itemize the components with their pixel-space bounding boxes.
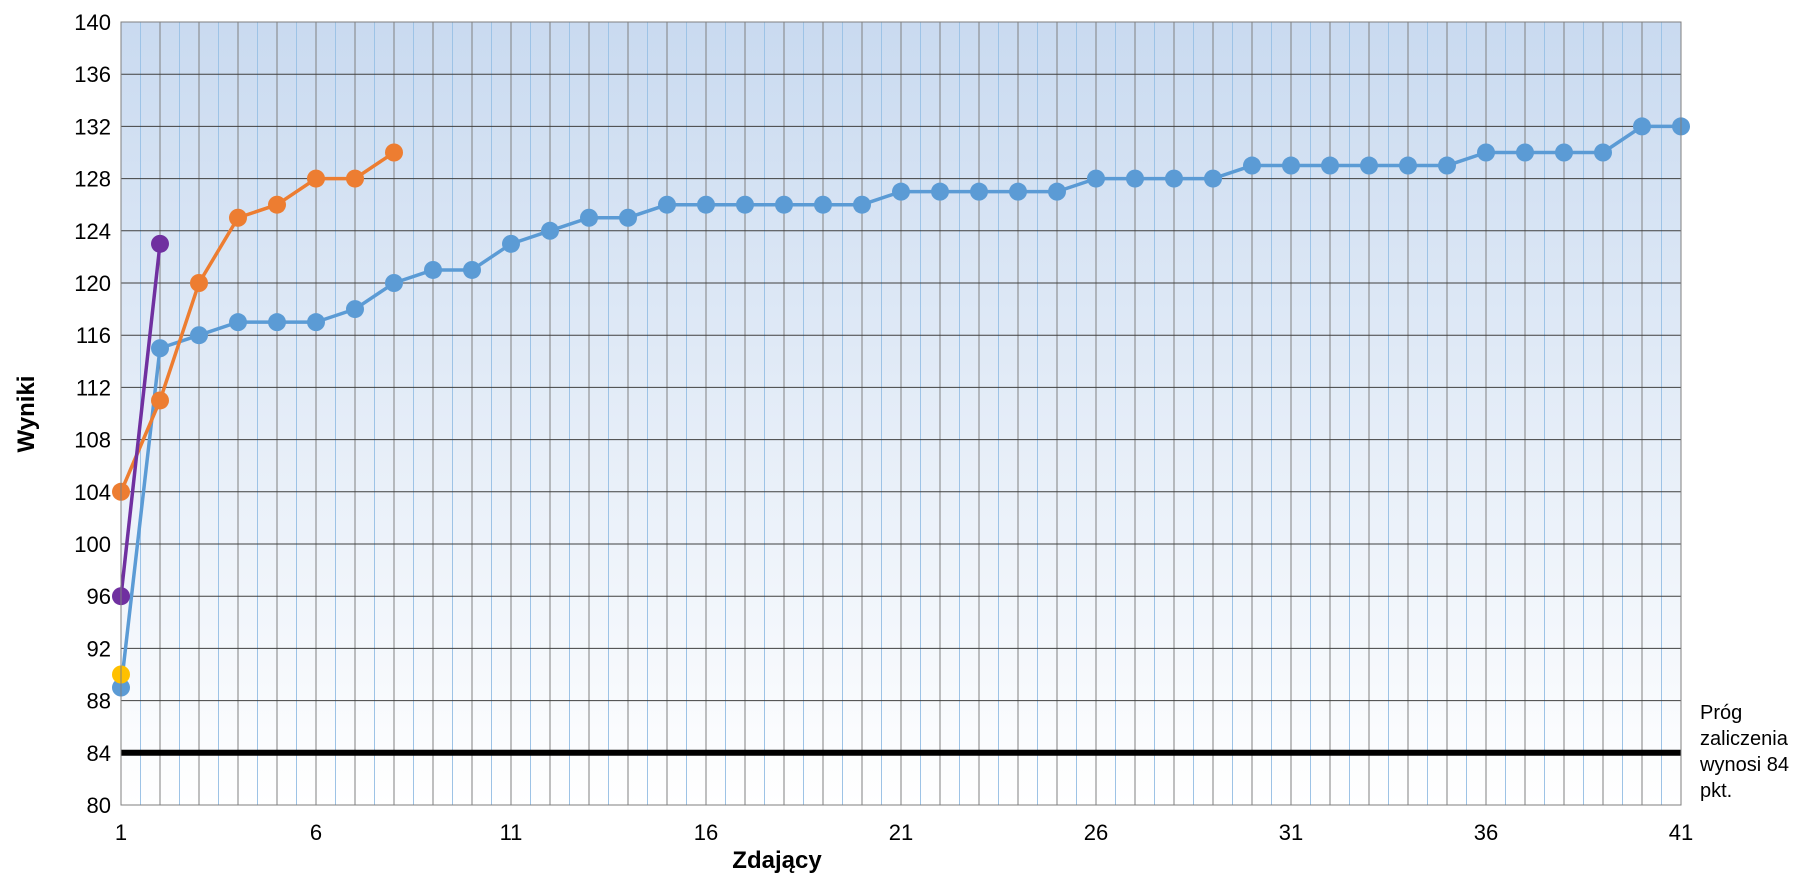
y-tick-label: 96 [87,584,111,609]
x-tick-label: 16 [694,820,718,845]
x-tick-label: 26 [1084,820,1108,845]
series-1-point [580,208,598,227]
series-1-point [385,274,403,292]
series-2-point [385,143,403,162]
y-tick-label: 100 [74,532,111,557]
series-2-point [346,169,364,188]
series-1-point [1594,143,1612,162]
series-1-point [190,326,208,345]
series-1-point [1048,182,1066,201]
x-tick-label: 21 [889,820,913,845]
series-1-point [736,195,754,214]
x-tick-label: 41 [1669,820,1693,845]
y-axis-title: Wyniki [13,376,40,453]
x-tick-label: 6 [310,820,322,845]
y-tick-label: 116 [76,323,111,348]
y-tick-label: 108 [74,428,111,453]
series-1-point [307,313,325,332]
y-tick-label: 84 [87,741,111,766]
x-tick-label: 11 [500,820,523,845]
y-tick-label: 128 [74,167,111,192]
series-1-point [1555,143,1573,162]
x-tick-label: 1 [115,820,127,845]
series-1-point [853,195,871,214]
y-tick-label: 124 [74,219,111,244]
series-1-point [775,195,793,214]
series-1-point [1477,143,1495,162]
series-1-point [1633,117,1651,136]
series-1-point [970,182,988,201]
series-3-point [151,234,169,253]
x-axis-title: Zdający [732,847,822,874]
series-1-point [151,339,169,358]
plot-frame [120,21,1682,806]
series-1-point [424,260,442,279]
series-2-point [151,391,169,410]
series-1-point [1165,169,1183,188]
series-1-point [1009,182,1027,201]
series-1-point [892,182,910,201]
series-1-point [658,195,676,214]
series-1-point [1399,156,1417,175]
y-tick-label: 136 [74,62,111,87]
series-1-point [502,234,520,253]
series-1-point [1243,156,1261,175]
x-tick-label: 36 [1474,820,1498,845]
y-tick-label: 140 [74,10,111,35]
series-2-point [268,195,286,214]
series-3-line [119,243,162,597]
series-1-point [697,195,715,214]
series-1-point [814,195,832,214]
series-2-point [307,169,325,188]
series-1-point [229,313,247,332]
series-1-point [1126,169,1144,188]
series-1-point [1204,169,1222,188]
y-tick-label: 104 [74,480,111,505]
series-1-point [1516,143,1534,162]
y-tick-label: 120 [74,271,111,296]
y-tick-label: 132 [74,114,111,139]
series-1-point [1438,156,1456,175]
y-tick-label: 92 [87,636,111,661]
series-1-point [1087,169,1105,188]
y-tick-label: 112 [76,375,111,400]
y-tick-label: 80 [87,793,111,818]
series-1-point [1360,156,1378,175]
threshold-label: Próg zaliczenia wynosi 84 pkt. [1700,702,1789,802]
series-1-point [619,208,637,227]
series-1-point [1282,156,1300,175]
series-1-point [541,221,559,240]
x-tick-label: 31 [1279,820,1303,845]
series-1-point [463,260,481,279]
series-1-point [1321,156,1339,175]
series-1-point [931,182,949,201]
series-1-point [268,313,286,332]
y-tick-label: 88 [87,689,111,714]
series-2-point [190,274,208,292]
series-2-point [229,208,247,227]
series-1-point [346,300,364,319]
